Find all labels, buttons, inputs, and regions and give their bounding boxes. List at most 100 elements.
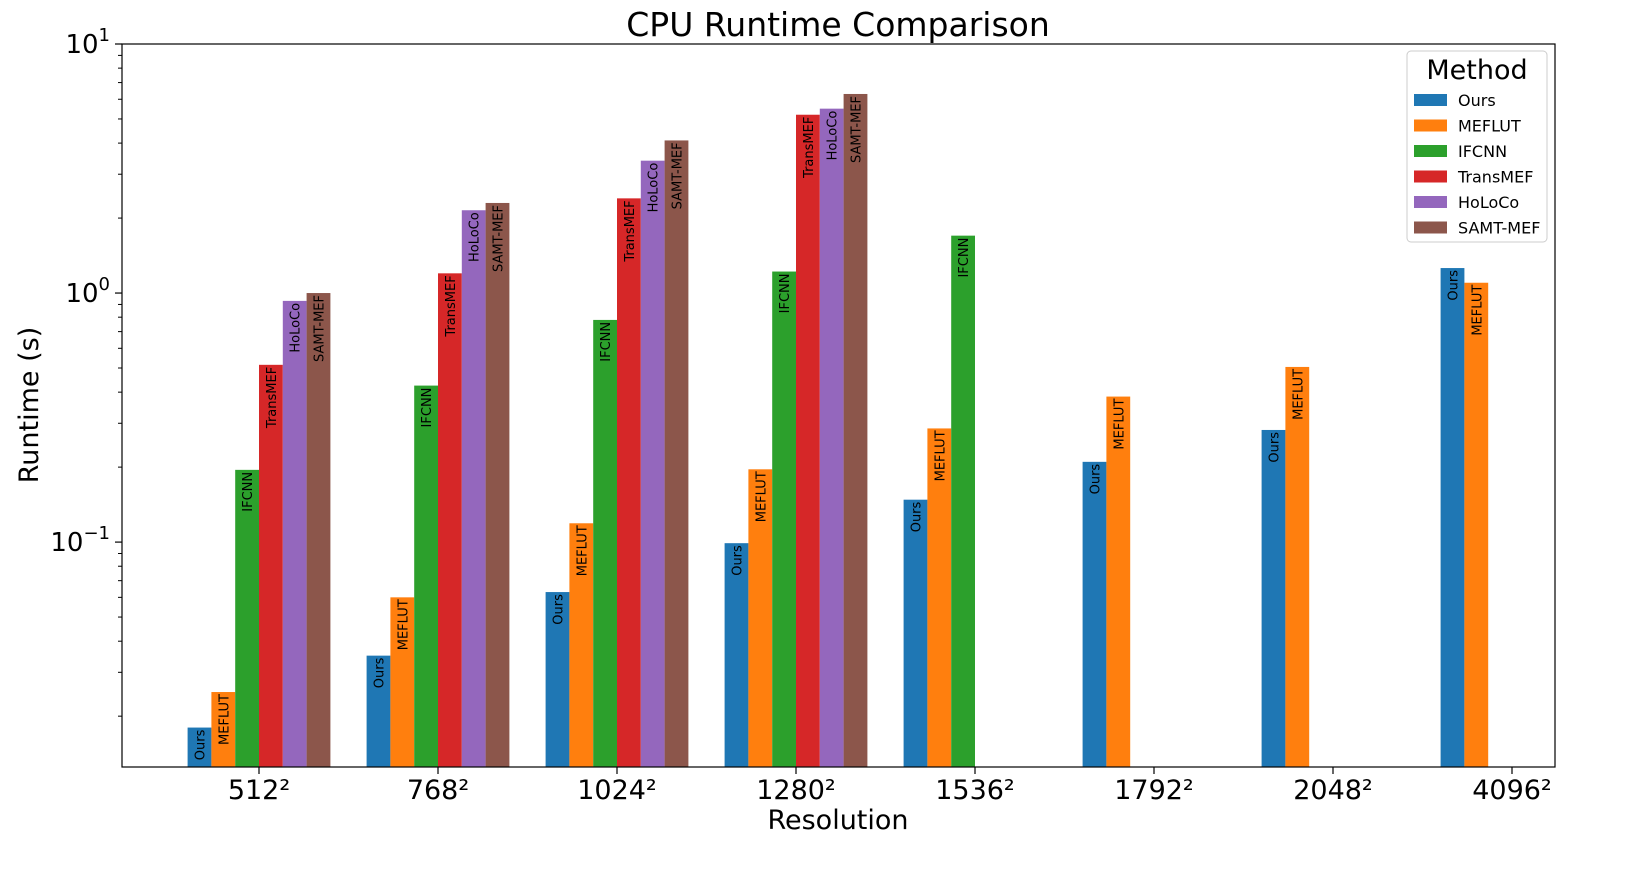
x-tick-label: 1536² bbox=[935, 775, 1015, 806]
legend-label-meflut: MEFLUT bbox=[1458, 117, 1521, 136]
bar-label-ifcnn-1: IFCNN bbox=[420, 388, 435, 428]
bar-samt-mef-2 bbox=[664, 140, 689, 767]
legend-entries: Ours MEFLUT IFCNN TransMEF HoLoCo SAMT-MEF bbox=[1414, 91, 1540, 238]
bar-label-holoco-3: HoLoCo bbox=[826, 111, 841, 161]
bar-samt-mef-1 bbox=[485, 202, 510, 767]
x-tick-label: 2048² bbox=[1293, 775, 1373, 806]
bar-ours-2 bbox=[545, 592, 570, 767]
y-tick-label: 100 bbox=[65, 274, 110, 309]
legend-swatch-ours bbox=[1414, 94, 1447, 106]
bar-label-meflut-7: MEFLUT bbox=[1470, 285, 1485, 336]
bar-label-ifcnn-2: IFCNN bbox=[599, 322, 614, 362]
bar-label-samt-mef-2: SAMT-MEF bbox=[671, 142, 686, 209]
bar-label-ifcnn-3: IFCNN bbox=[778, 274, 793, 314]
x-tick-label: 768² bbox=[407, 775, 469, 806]
bar-labels-group: Ours Ours Ours Ours Ours Ours Ours Ours MEFLUT ME… bbox=[194, 96, 1486, 760]
y-axis-label: Runtime (s) bbox=[14, 327, 45, 484]
legend: Method Ours MEFLUT IFCNN TransMEF HoLoCo SAMT… bbox=[1406, 50, 1548, 243]
bar-meflut-0 bbox=[211, 692, 236, 767]
bar-meflut-3 bbox=[748, 469, 773, 767]
x-tick-label: 512² bbox=[228, 775, 290, 806]
bar-transmef-2 bbox=[617, 198, 641, 768]
bar-label-ours-4: Ours bbox=[910, 501, 925, 532]
x-axis-label: Resolution bbox=[767, 805, 908, 836]
legend-swatch-ifcnn bbox=[1414, 145, 1447, 157]
y-tick-label: 101 bbox=[65, 25, 110, 60]
bar-meflut-4 bbox=[927, 428, 952, 767]
bar-label-ours-1: Ours bbox=[373, 657, 388, 688]
x-tick-label: 4096² bbox=[1472, 775, 1552, 806]
bars-group bbox=[187, 93, 1489, 768]
bar-label-transmef-1: TransMEF bbox=[444, 275, 459, 337]
bar-label-transmef-0: TransMEF bbox=[265, 367, 280, 429]
bar-label-meflut-1: MEFLUT bbox=[396, 599, 411, 650]
x-tick-label: 1024² bbox=[577, 775, 657, 806]
bar-label-meflut-6: MEFLUT bbox=[1291, 369, 1306, 420]
bar-label-holoco-0: HoLoCo bbox=[289, 303, 304, 353]
legend-title: Method bbox=[1426, 55, 1527, 86]
y-tick-label: 10−1 bbox=[50, 523, 110, 558]
bar-label-transmef-3: TransMEF bbox=[802, 117, 817, 179]
bar-meflut-5 bbox=[1106, 396, 1131, 767]
bar-label-meflut-0: MEFLUT bbox=[217, 694, 232, 745]
legend-swatch-meflut bbox=[1414, 119, 1447, 132]
bar-ours-6 bbox=[1261, 429, 1286, 767]
bar-label-meflut-2: MEFLUT bbox=[575, 525, 590, 576]
y-axis-ticks: 10−1 100 101 bbox=[50, 25, 122, 717]
bar-transmef-3 bbox=[796, 114, 820, 768]
bar-samt-mef-0 bbox=[306, 293, 331, 767]
plot-frame bbox=[121, 43, 1556, 768]
x-axis-ticks: 512² 768² 1024² 1280² 1536² 1792² 2048² 4096² bbox=[228, 767, 1552, 806]
bar-ifcnn-4 bbox=[951, 235, 975, 767]
bar-ifcnn-1 bbox=[414, 385, 438, 767]
legend-swatch-transmef bbox=[1414, 170, 1447, 183]
legend-label-ifcnn: IFCNN bbox=[1458, 142, 1507, 161]
bar-label-ifcnn-4: IFCNN bbox=[957, 238, 972, 278]
bar-ours-5 bbox=[1082, 461, 1107, 767]
bar-holoco-1 bbox=[461, 210, 486, 767]
bar-meflut-2 bbox=[569, 523, 594, 767]
bar-label-meflut-3: MEFLUT bbox=[754, 471, 769, 522]
bar-holoco-0 bbox=[282, 300, 307, 767]
bar-ifcnn-3 bbox=[772, 271, 796, 767]
bar-label-ifcnn-0: IFCNN bbox=[241, 472, 256, 512]
bar-label-meflut-4: MEFLUT bbox=[933, 430, 948, 481]
bar-ours-0 bbox=[187, 727, 212, 767]
bar-ours-3 bbox=[724, 543, 749, 767]
legend-label-ours: Ours bbox=[1458, 91, 1496, 110]
x-tick-label: 1792² bbox=[1114, 775, 1194, 806]
legend-label-transmef: TransMEF bbox=[1457, 168, 1533, 187]
bar-meflut-7 bbox=[1464, 282, 1489, 767]
bar-samt-mef-3 bbox=[843, 93, 868, 768]
chart-title: CPU Runtime Comparison bbox=[626, 5, 1050, 44]
legend-swatch-samt-mef bbox=[1414, 221, 1447, 234]
bar-holoco-3 bbox=[819, 108, 844, 767]
bar-label-meflut-5: MEFLUT bbox=[1112, 399, 1127, 450]
bar-label-holoco-2: HoLoCo bbox=[647, 163, 662, 213]
bar-ours-7 bbox=[1440, 268, 1465, 767]
bar-label-holoco-1: HoLoCo bbox=[468, 212, 483, 262]
bar-ours-4 bbox=[903, 499, 928, 767]
bar-meflut-6 bbox=[1285, 366, 1310, 767]
bar-ours-1 bbox=[366, 655, 391, 767]
bar-label-ours-6: Ours bbox=[1268, 432, 1283, 463]
bar-ifcnn-0 bbox=[235, 469, 259, 767]
bar-label-ours-5: Ours bbox=[1089, 464, 1104, 495]
bar-label-samt-mef-1: SAMT-MEF bbox=[492, 205, 507, 272]
bar-transmef-0 bbox=[259, 364, 283, 767]
bar-transmef-1 bbox=[438, 273, 462, 767]
legend-label-samt-mef: SAMT-MEF bbox=[1458, 219, 1540, 238]
bar-label-samt-mef-0: SAMT-MEF bbox=[313, 295, 328, 362]
bar-label-samt-mef-3: SAMT-MEF bbox=[850, 96, 865, 163]
legend-swatch-holoco bbox=[1414, 196, 1447, 208]
x-tick-label: 1280² bbox=[756, 775, 836, 806]
bar-holoco-2 bbox=[640, 160, 665, 767]
bar-ifcnn-2 bbox=[593, 319, 617, 767]
bar-meflut-1 bbox=[390, 597, 415, 767]
bar-label-ours-7: Ours bbox=[1447, 270, 1462, 301]
legend-label-holoco: HoLoCo bbox=[1458, 193, 1519, 212]
bar-label-ours-2: Ours bbox=[552, 594, 567, 625]
bar-label-transmef-2: TransMEF bbox=[623, 200, 638, 262]
bar-label-ours-3: Ours bbox=[731, 545, 746, 576]
